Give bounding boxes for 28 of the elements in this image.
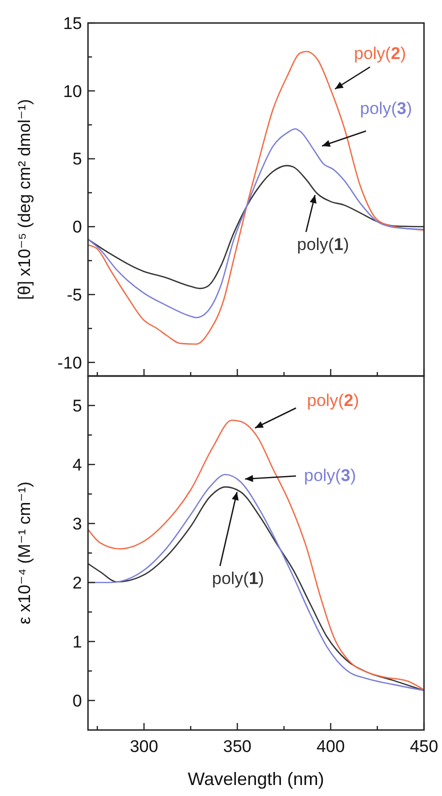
- x-tick-label: 300: [130, 737, 158, 756]
- line-series: [88, 128, 424, 318]
- x-tick-label: 350: [223, 737, 252, 756]
- x-axis-title: Wavelength (nm): [188, 769, 324, 789]
- y-tick-label: -5: [66, 285, 82, 304]
- y-tick-label: 15: [63, 14, 82, 33]
- y-axis-title: [θ] x10⁻⁵ (deg cm² dmol⁻¹): [15, 99, 34, 300]
- y-tick-label: 5: [72, 396, 82, 416]
- y-tick-label: -10: [57, 353, 82, 372]
- y-tick-label: 3: [72, 514, 82, 534]
- y-tick-label: 4: [72, 455, 82, 474]
- series-label: poly(1): [212, 569, 264, 588]
- y-tick-label: 0: [72, 218, 82, 237]
- x-tick-label: 450: [410, 737, 438, 756]
- y-tick-label: 1: [72, 632, 82, 652]
- y-axis-title: ε x10⁻⁴ (M⁻¹ cm⁻¹): [15, 482, 34, 624]
- line-series: [88, 164, 424, 290]
- text: poly(3): [304, 466, 356, 485]
- line-series: [88, 420, 424, 691]
- y-tick-label: 2: [72, 573, 82, 592]
- y-tick-label: 0: [72, 691, 82, 710]
- series-label: poly(2): [354, 44, 406, 63]
- y-tick-label: 10: [63, 82, 82, 101]
- x-tick-label: 400: [316, 737, 345, 756]
- y-tick-label: 5: [72, 150, 82, 169]
- text: poly(3): [360, 99, 412, 118]
- series-label: poly(1): [297, 235, 349, 254]
- text: poly(2): [307, 391, 359, 410]
